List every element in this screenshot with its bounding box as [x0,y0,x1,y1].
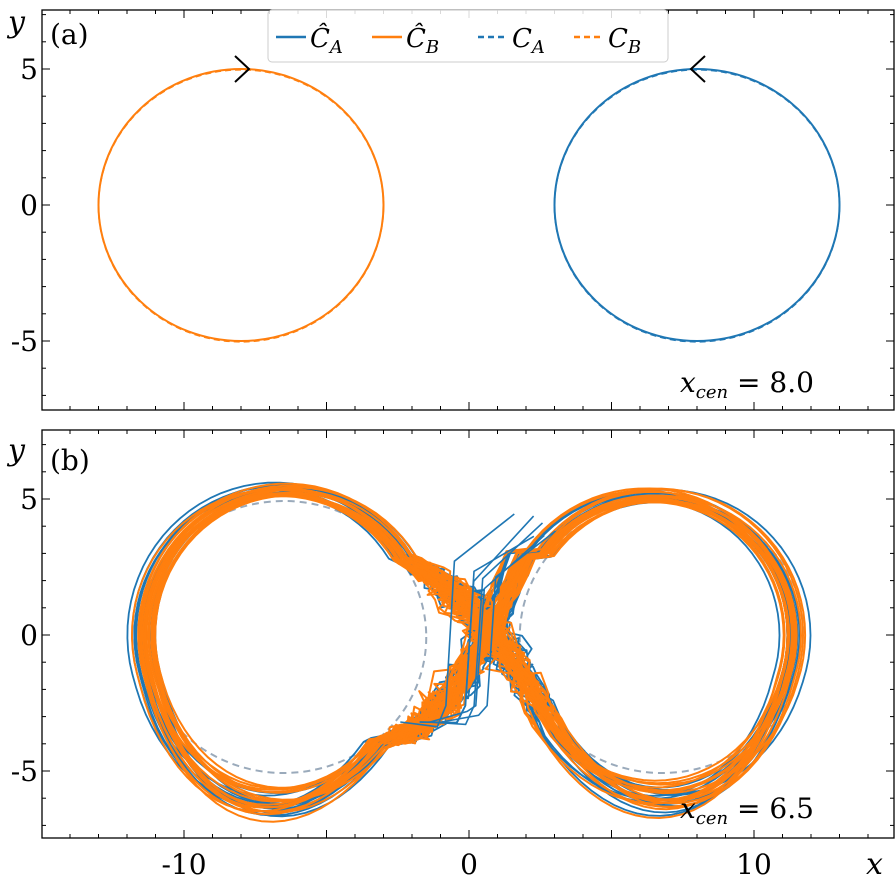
legend-label: ĈB [406,22,439,58]
panel-a-annotation: xcen = 8.0 [680,366,814,403]
direction-marker [234,55,251,83]
orbit-A_hat [553,68,841,342]
panel-b-annotation: xcen = 6.5 [680,792,814,829]
legend-entry: CB [574,24,641,58]
orbit-A [553,69,841,343]
trajectory-A [126,481,789,817]
trajectory-B [131,488,789,819]
trajectory-B [144,495,796,806]
legend-entry: ĈB [372,22,439,58]
panel-b: -5 0 5 -10 0 10 (b) y x xcen = 6.5 [6,429,895,881]
panel-a: -5 0 5 (a) y xcen = 8.0 ĈA ĈB CA CB [6,5,895,411]
legend-label: ĈA [310,22,343,58]
orbit-B_hat [97,68,385,342]
legend-frame [267,9,669,63]
trajectory-A [400,513,515,728]
panel-b-curves [126,481,812,823]
orbit-B [97,69,385,343]
legend-label: CA [512,24,545,58]
legend-entry: CA [478,24,545,58]
trajectory-B [150,486,789,811]
xtick-label: 10 [736,848,772,881]
panel-a-ylabel: y [6,5,26,40]
legend: ĈA ĈB CA CB [267,9,669,63]
panel-b-xlabel: x [866,847,883,881]
panel-b-label: (b) [50,444,90,477]
panel-a-label: (a) [50,18,89,51]
trajectory-B [152,494,791,801]
panel-a-frame [41,9,895,411]
trajectory-A [429,534,545,723]
ytick-label: -5 [11,755,38,788]
trajectory-B [144,488,807,795]
ytick-label: 0 [20,189,38,222]
legend-label: CB [608,24,641,58]
legend-entry: ĈA [276,22,343,58]
panel-b-ylabel: y [6,433,26,468]
panel-b-ticks: -5 0 5 -10 0 10 [11,430,894,881]
panel-a-ticks: -5 0 5 [11,10,894,410]
ytick-label: 0 [20,619,38,652]
ytick-label: 5 [20,483,38,516]
ytick-label: -5 [11,325,38,358]
panel-b-frame [41,429,895,839]
trajectory-A [428,522,544,726]
ytick-label: 5 [20,53,38,86]
direction-marker [689,55,706,83]
xtick-label: -10 [161,848,206,881]
trajectory-B [140,487,802,813]
xtick-label: 0 [460,848,478,881]
panel-a-curves [97,55,841,343]
